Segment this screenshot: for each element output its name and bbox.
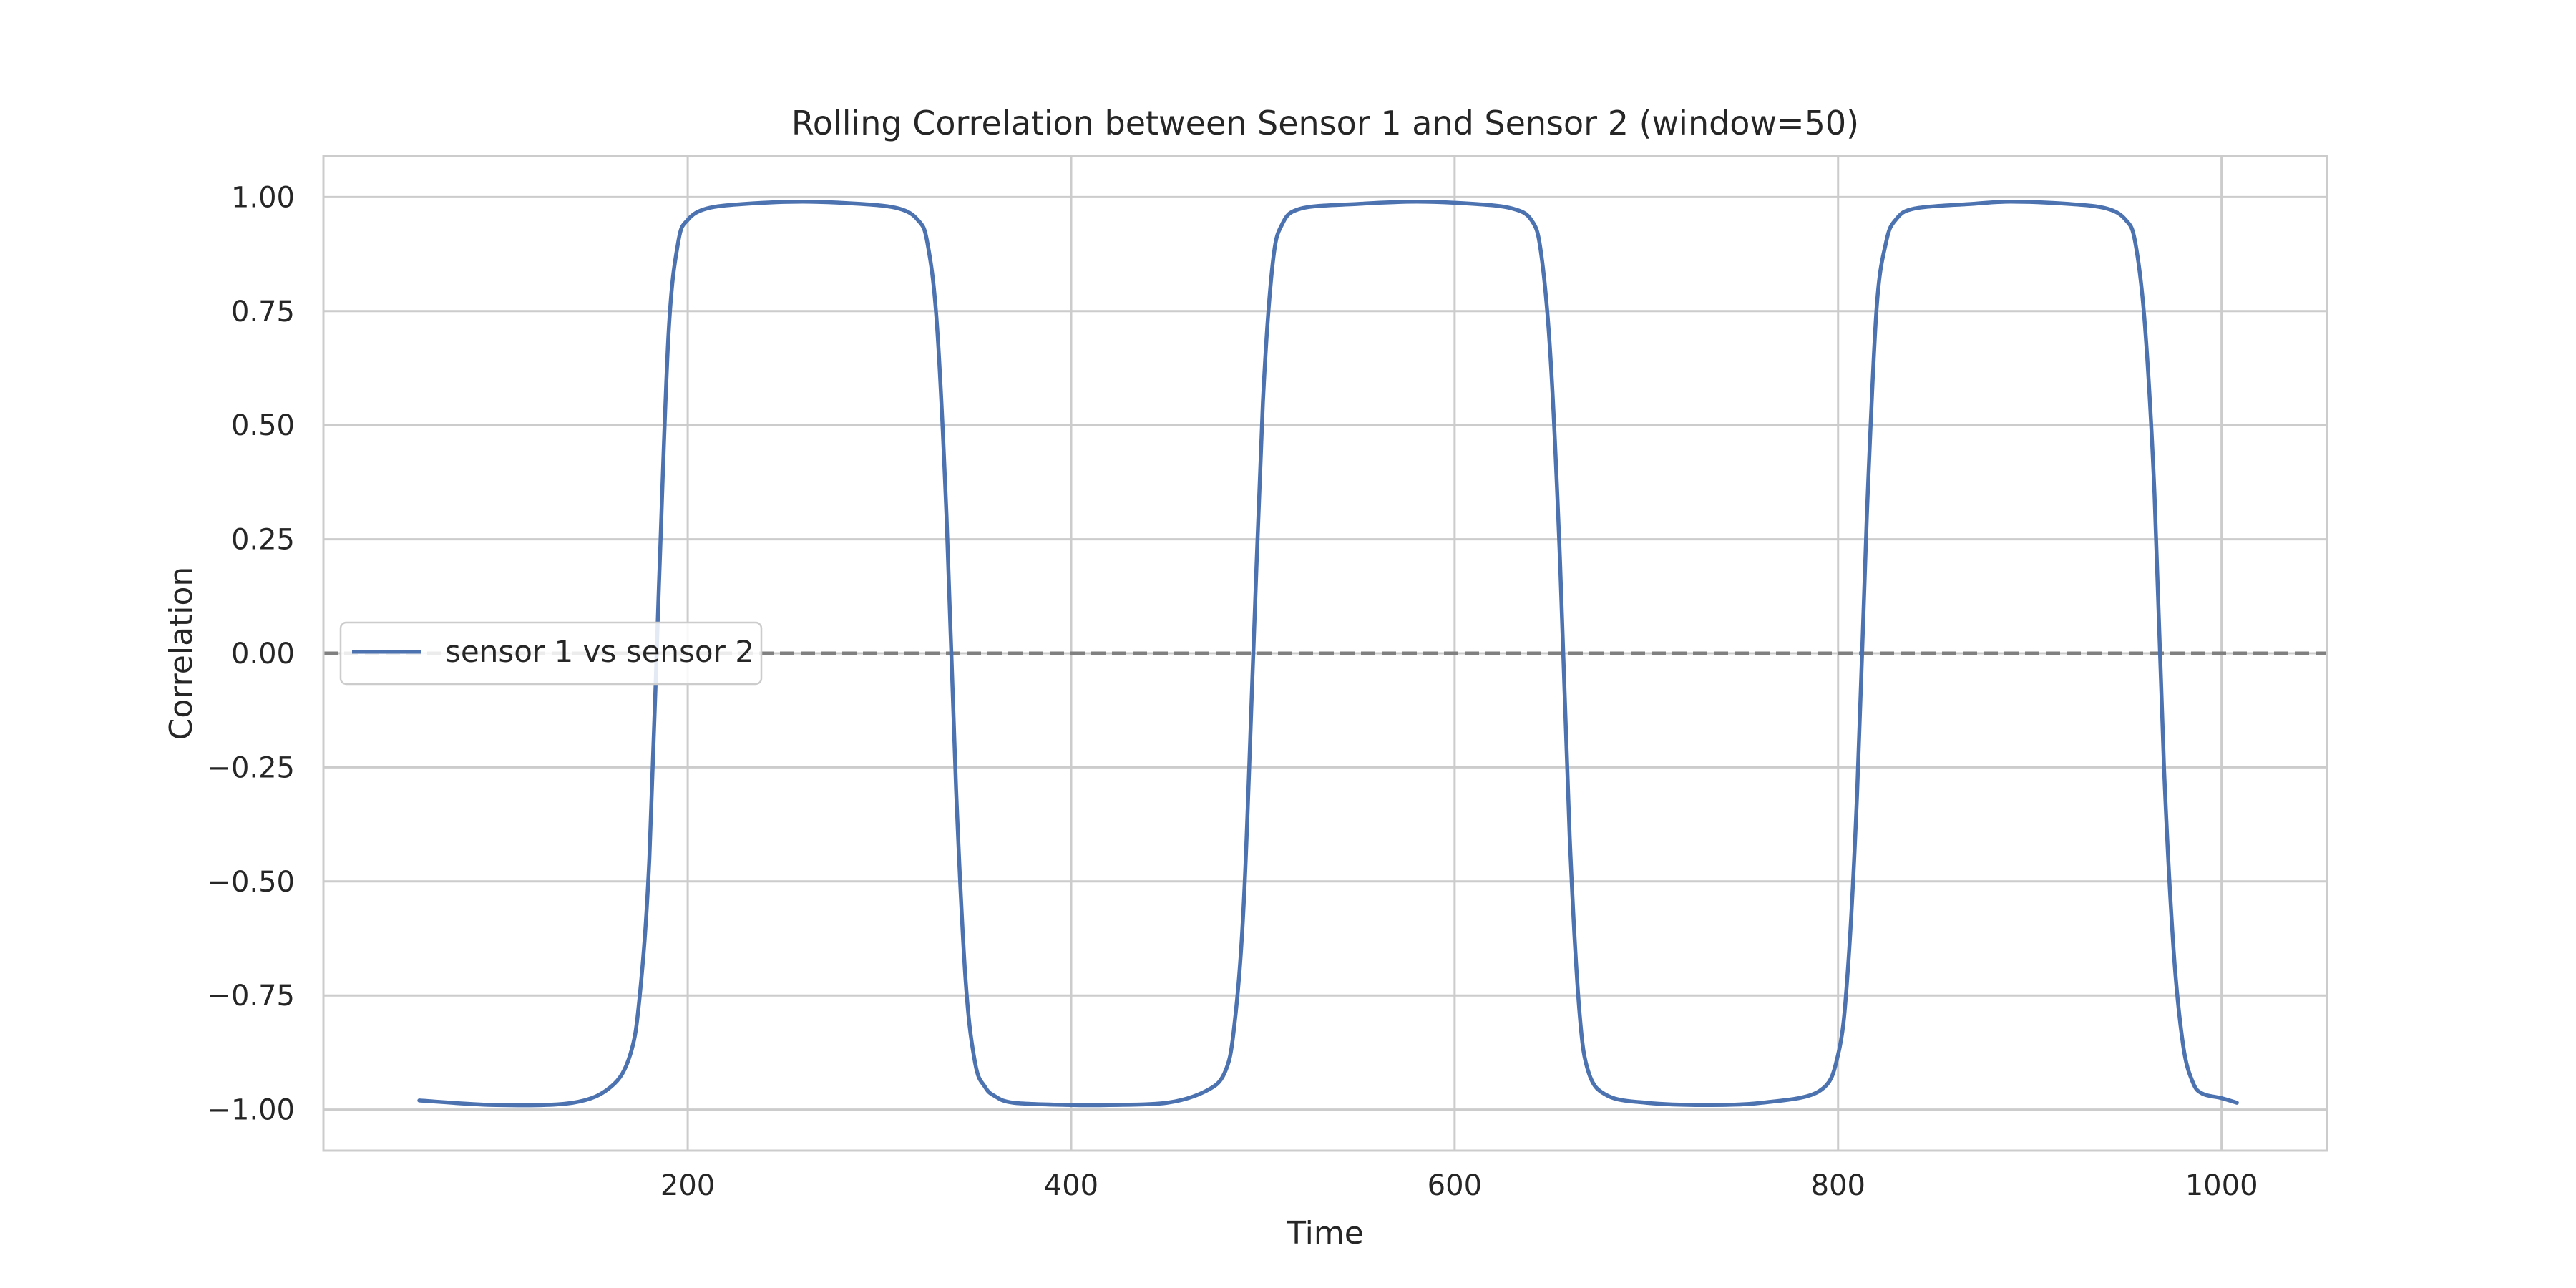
series-line <box>417 200 2239 1108</box>
x-axis-label: Time <box>1286 1215 1364 1252</box>
x-tick-label: 800 <box>1811 1169 1865 1202</box>
y-tick-label: −0.25 <box>207 751 295 784</box>
y-tick-labels: 1.00 0.75 0.50 0.25 0.00 −0.25 −0.50 −0.75 −1.00 <box>207 181 295 1126</box>
y-axis-label: Correlation <box>163 567 200 741</box>
x-tick-label: 1000 <box>2185 1169 2258 1202</box>
y-tick-label: 1.00 <box>231 181 295 214</box>
y-tick-label: 0.25 <box>231 524 295 557</box>
x-tick-label: 400 <box>1044 1169 1098 1202</box>
legend-label: sensor 1 vs sensor 2 <box>445 634 754 669</box>
chart-title: Rolling Correlation between Sensor 1 and… <box>791 104 1859 142</box>
series-lines <box>417 200 2239 1108</box>
y-tick-label: 0.50 <box>231 409 295 442</box>
y-tick-label: 0.00 <box>231 638 295 670</box>
x-tick-label: 600 <box>1428 1169 1482 1202</box>
x-tick-label: 200 <box>660 1169 715 1202</box>
y-tick-label: −1.00 <box>207 1094 295 1127</box>
y-tick-label: −0.50 <box>207 866 295 899</box>
y-tick-label: −0.75 <box>207 980 295 1013</box>
legend-box <box>339 621 763 686</box>
legend: sensor 1 vs sensor 2 <box>339 621 763 686</box>
y-tick-label: 0.75 <box>231 296 295 328</box>
plot-frame <box>322 155 2328 1152</box>
x-tick-labels: 200 400 600 800 1000 <box>660 1169 2258 1202</box>
